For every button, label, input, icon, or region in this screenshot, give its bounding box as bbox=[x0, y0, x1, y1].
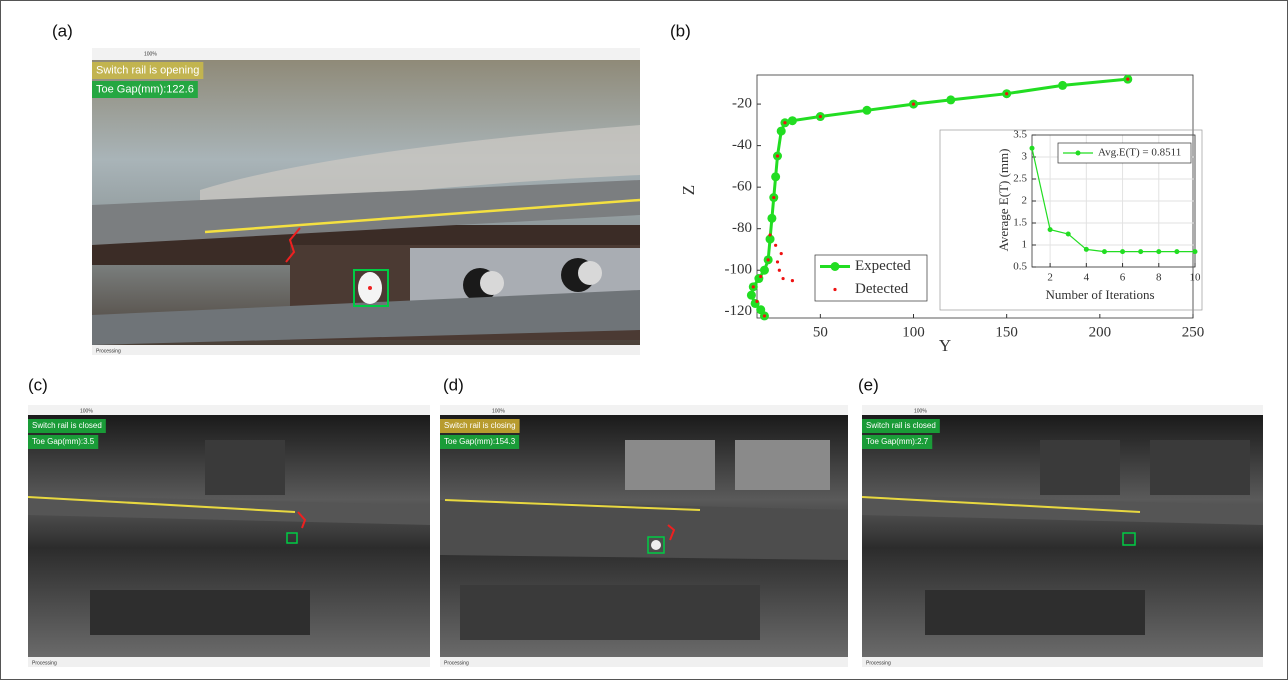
zoom-level: 100% bbox=[914, 408, 927, 414]
x-tick-label: 50 bbox=[813, 324, 828, 340]
panel-label: (d) bbox=[443, 375, 464, 394]
point-marker bbox=[1066, 232, 1071, 237]
detected-point bbox=[780, 252, 783, 255]
detected-point bbox=[783, 121, 786, 124]
x-tick-label: 10 bbox=[1190, 272, 1202, 284]
legend-marker bbox=[831, 262, 840, 271]
y-tick-label: 2 bbox=[1022, 195, 1028, 207]
detected-point bbox=[819, 115, 822, 118]
overlay-text: Toe Gap(mm):154.3 bbox=[444, 437, 516, 446]
x-tick-label: 100 bbox=[902, 324, 925, 340]
overlay-text: Switch rail is opening bbox=[96, 64, 199, 76]
point-marker bbox=[760, 266, 769, 275]
point-marker bbox=[771, 172, 780, 181]
point-marker bbox=[1174, 249, 1179, 254]
point-marker bbox=[754, 274, 763, 283]
x-tick-label: 200 bbox=[1089, 324, 1112, 340]
point-marker bbox=[946, 95, 955, 104]
point-marker bbox=[777, 127, 786, 136]
point-marker bbox=[1030, 146, 1035, 151]
x-axis-label: Y bbox=[939, 336, 951, 355]
overlay-text: Toe Gap(mm):2.7 bbox=[866, 437, 929, 446]
detected-point bbox=[752, 285, 755, 288]
x-tick-label: 150 bbox=[995, 324, 1018, 340]
panel-label: (c) bbox=[28, 375, 48, 394]
status-bar: Processing bbox=[444, 660, 469, 666]
detected-point bbox=[763, 314, 766, 317]
y-tick-label: -40 bbox=[732, 137, 752, 153]
point-marker bbox=[1084, 247, 1089, 252]
legend-label: Avg.E(T) = 0.8511 bbox=[1098, 147, 1181, 159]
legend-marker bbox=[833, 288, 836, 291]
detected-point bbox=[791, 279, 794, 282]
y-tick-label: 1.5 bbox=[1013, 217, 1027, 229]
detected-point bbox=[774, 244, 777, 247]
y-tick-label: 3.5 bbox=[1013, 129, 1027, 141]
x-axis-label: Number of Iterations bbox=[1045, 287, 1154, 302]
y-axis-label: Z bbox=[679, 185, 698, 195]
point-marker bbox=[747, 291, 756, 300]
detected-point bbox=[768, 233, 771, 236]
detected-point bbox=[767, 258, 770, 261]
overlay-text: Switch rail is closing bbox=[444, 421, 516, 430]
panel-label: (b) bbox=[670, 21, 691, 40]
point-marker bbox=[862, 106, 871, 115]
point-marker bbox=[1048, 227, 1053, 232]
detected-point bbox=[912, 102, 915, 105]
y-tick-label: 2.5 bbox=[1013, 173, 1027, 185]
panel-label: (a) bbox=[52, 21, 73, 40]
panel-label: (e) bbox=[858, 375, 879, 394]
zoom-level: 100% bbox=[492, 408, 505, 414]
legend-label: Expected bbox=[855, 258, 911, 274]
detected-point bbox=[1126, 78, 1129, 81]
overlay-text: Switch rail is closed bbox=[32, 421, 102, 430]
legend-label: Detected bbox=[855, 281, 909, 297]
overlay-text: Toe Gap(mm):3.5 bbox=[32, 437, 95, 446]
status-bar: Processing bbox=[96, 348, 121, 354]
y-tick-label: -120 bbox=[725, 303, 753, 319]
y-tick-label: -60 bbox=[732, 179, 752, 195]
point-marker bbox=[1193, 249, 1198, 254]
point-marker bbox=[1156, 249, 1161, 254]
point-marker bbox=[1058, 81, 1067, 90]
detected-point bbox=[776, 154, 779, 157]
figure: (b) (a) 100% Processing Switch rail is open… bbox=[0, 0, 1288, 680]
detected-point bbox=[781, 277, 784, 280]
y-axis-label: Average E(T) (mm) bbox=[996, 149, 1011, 252]
legend-marker bbox=[1076, 151, 1081, 156]
point-marker bbox=[1120, 249, 1125, 254]
detected-point bbox=[778, 269, 781, 272]
y-tick-label: -100 bbox=[725, 262, 753, 278]
detected-point bbox=[1005, 92, 1008, 95]
y-tick-label: -20 bbox=[732, 96, 752, 112]
y-tick-label: -80 bbox=[732, 220, 752, 236]
detected-point bbox=[759, 275, 762, 278]
detected-point bbox=[755, 300, 758, 303]
status-bar: Processing bbox=[32, 660, 57, 666]
detected-point bbox=[772, 196, 775, 199]
x-tick-label: 6 bbox=[1120, 272, 1126, 284]
x-tick-label: 8 bbox=[1156, 272, 1162, 284]
point-marker bbox=[767, 214, 776, 223]
y-tick-label: 1 bbox=[1022, 239, 1028, 251]
detected-point bbox=[776, 260, 779, 263]
status-bar: Processing bbox=[866, 660, 891, 666]
overlay-text: Toe Gap(mm):122.6 bbox=[96, 83, 194, 95]
point-marker bbox=[1138, 249, 1143, 254]
x-tick-label: 4 bbox=[1084, 272, 1090, 284]
point-marker bbox=[1102, 249, 1107, 254]
y-tick-label: 0.5 bbox=[1013, 261, 1027, 273]
zoom-level: 100% bbox=[80, 408, 93, 414]
y-tick-label: 3 bbox=[1022, 151, 1028, 163]
overlay-text: Switch rail is closed bbox=[866, 421, 936, 430]
x-tick-label: 250 bbox=[1182, 324, 1205, 340]
zoom-level: 100% bbox=[144, 51, 157, 57]
x-tick-label: 2 bbox=[1047, 272, 1053, 284]
